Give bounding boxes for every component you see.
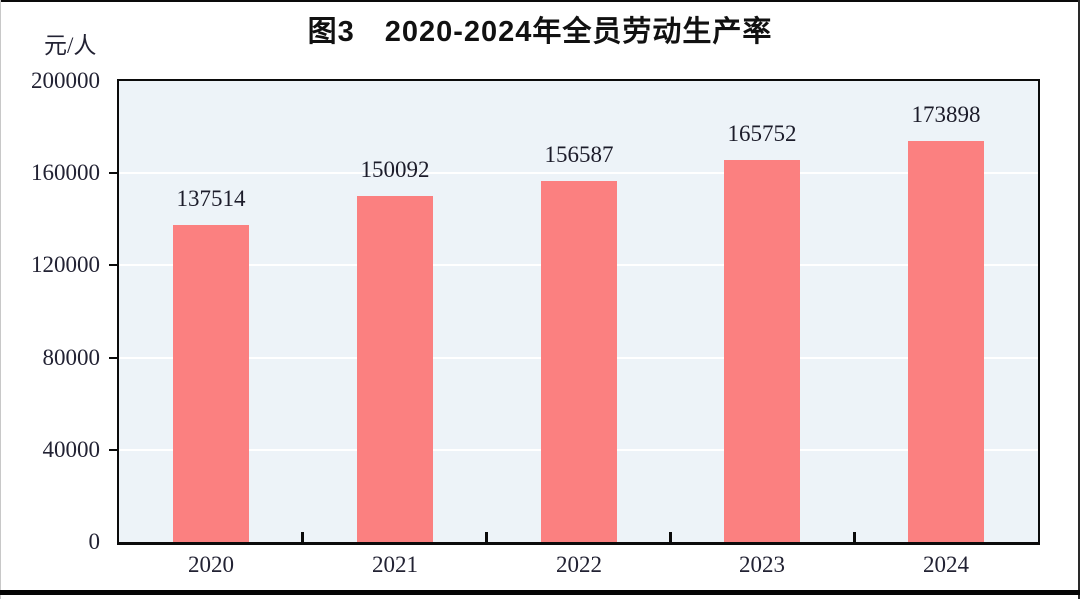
x-axis-tick-mark [301, 532, 304, 542]
bar-2020 [173, 225, 249, 542]
bar-2023 [724, 160, 800, 542]
bar-value-label-2021: 150092 [360, 157, 430, 182]
bar-2024 [908, 141, 984, 542]
chart-title: 图3 2020-2024年全员劳动生产率 [307, 16, 773, 48]
page-right-border [1078, 0, 1080, 599]
y-axis-unit-label: 元/人 [44, 33, 97, 58]
y-axis-tick-label: 80000 [42, 345, 101, 370]
y-axis-tick-mark [109, 449, 119, 451]
bar-2022 [541, 181, 617, 542]
x-axis-label-2022: 2022 [556, 552, 602, 577]
y-axis-tick-label: 160000 [31, 160, 100, 185]
page-top-border [0, 0, 1080, 2]
x-axis-tick-mark [853, 532, 856, 542]
x-axis-tick-mark [669, 532, 672, 542]
y-axis-tick-label: 0 [88, 529, 101, 554]
document-bottom-rule [0, 590, 1080, 595]
x-axis-tick-mark [485, 532, 488, 542]
bar-value-label-2020: 137514 [176, 186, 246, 211]
x-axis-label-2021: 2021 [372, 552, 418, 577]
y-axis-tick-label: 120000 [31, 252, 100, 277]
x-axis-label-2023: 2023 [739, 552, 785, 577]
y-axis-tick-label: 40000 [42, 437, 101, 462]
x-axis-label-2024: 2024 [923, 552, 969, 577]
y-axis-tick-mark [109, 264, 119, 266]
bar-value-label-2022: 156587 [544, 142, 614, 167]
gridline [119, 172, 1038, 174]
bar-2021 [357, 196, 433, 542]
y-axis-tick-mark [109, 357, 119, 359]
y-axis-tick-mark [109, 172, 119, 174]
bar-value-label-2024: 173898 [911, 102, 981, 127]
y-axis-tick-label: 200000 [31, 68, 100, 93]
page-left-border [0, 0, 1, 599]
x-axis-label-2020: 2020 [188, 552, 234, 577]
plot-area: 137514 150092 156587 165752 173898 [117, 79, 1040, 545]
bar-value-label-2023: 165752 [727, 121, 797, 146]
